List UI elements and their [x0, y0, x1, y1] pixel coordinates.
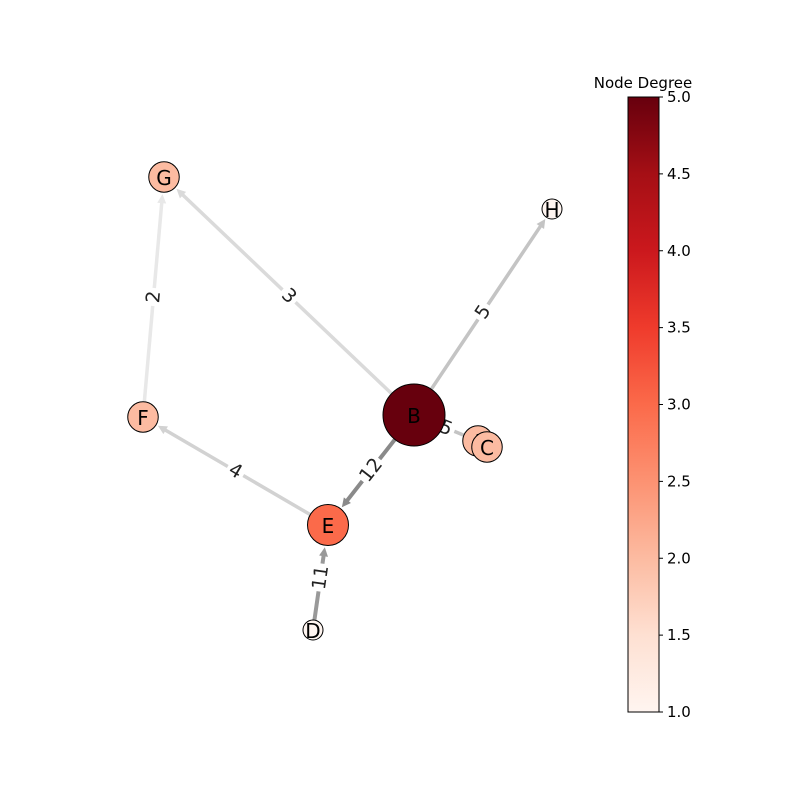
node-circle: [307, 504, 349, 546]
node-label-f: F: [137, 406, 149, 430]
edge-label-background: [142, 287, 165, 307]
node-label-c: C: [480, 436, 494, 460]
node-label-b: B: [407, 404, 421, 428]
node-label-g: G: [156, 166, 172, 190]
edge-label-background: [469, 298, 497, 326]
node-label-d: D: [305, 619, 320, 643]
colorbar-tick-label: 3.5: [667, 319, 691, 337]
edge-arrowhead: [157, 194, 167, 204]
node-circle: [127, 401, 159, 433]
node-g: G: [148, 161, 180, 193]
edge-arrowhead: [536, 218, 546, 229]
colorbar-tick-label: 4.0: [667, 242, 691, 260]
node-circle: [302, 619, 324, 641]
node-circle: [382, 383, 446, 447]
edge-weight-label-d-e: 11: [308, 564, 333, 591]
colorbar-tick-label: 1.5: [667, 626, 691, 644]
edge-label-background: [222, 457, 249, 485]
edges-layer: [142, 188, 546, 623]
edge-b-h: [429, 218, 546, 391]
edge-weight-label-f-g: 2: [142, 290, 165, 304]
node-f: F: [127, 401, 159, 433]
node-label-e: E: [322, 514, 335, 538]
colorbar-tick-label: 4.5: [667, 165, 691, 183]
edge-line: [451, 429, 466, 438]
colorbar: Node Degree 1.0 1.5 2.0 2.5 3.0 3.5 4.0 4.5 5.0: [594, 74, 693, 721]
node-label-h: H: [544, 198, 559, 222]
edge-arrowhead: [319, 547, 328, 557]
node-circle: [471, 431, 503, 463]
node-circle: [148, 161, 180, 193]
edge-label-background: [354, 452, 388, 488]
colorbar-title: Node Degree: [594, 74, 693, 92]
colorbar-tick-label: 1.0: [667, 703, 691, 721]
edge-arrowhead: [176, 188, 187, 199]
edge-label-background: [308, 562, 333, 593]
node-h: H: [541, 198, 563, 222]
node-circle: [541, 198, 563, 220]
colorbar-tick-label: 2.5: [667, 472, 691, 490]
colorbar-tick-label: 5.0: [667, 88, 691, 106]
colorbar-gradient: [627, 96, 660, 713]
colorbar-tick-label: 2.0: [667, 549, 691, 567]
edge-arrowhead: [157, 425, 168, 435]
nodes-layer: GHFBACED: [127, 161, 563, 643]
edge-arrowhead: [341, 497, 351, 508]
node-c: C: [471, 431, 503, 463]
edge-label-background: [275, 282, 303, 310]
colorbar-ticks: 1.0 1.5 2.0 2.5 3.0 3.5 4.0 4.5 5.0: [659, 88, 691, 721]
node-e: E: [307, 504, 349, 546]
colorbar-tick-label: 3.0: [667, 396, 691, 414]
node-d: D: [302, 619, 324, 643]
node-b: B: [382, 383, 446, 447]
